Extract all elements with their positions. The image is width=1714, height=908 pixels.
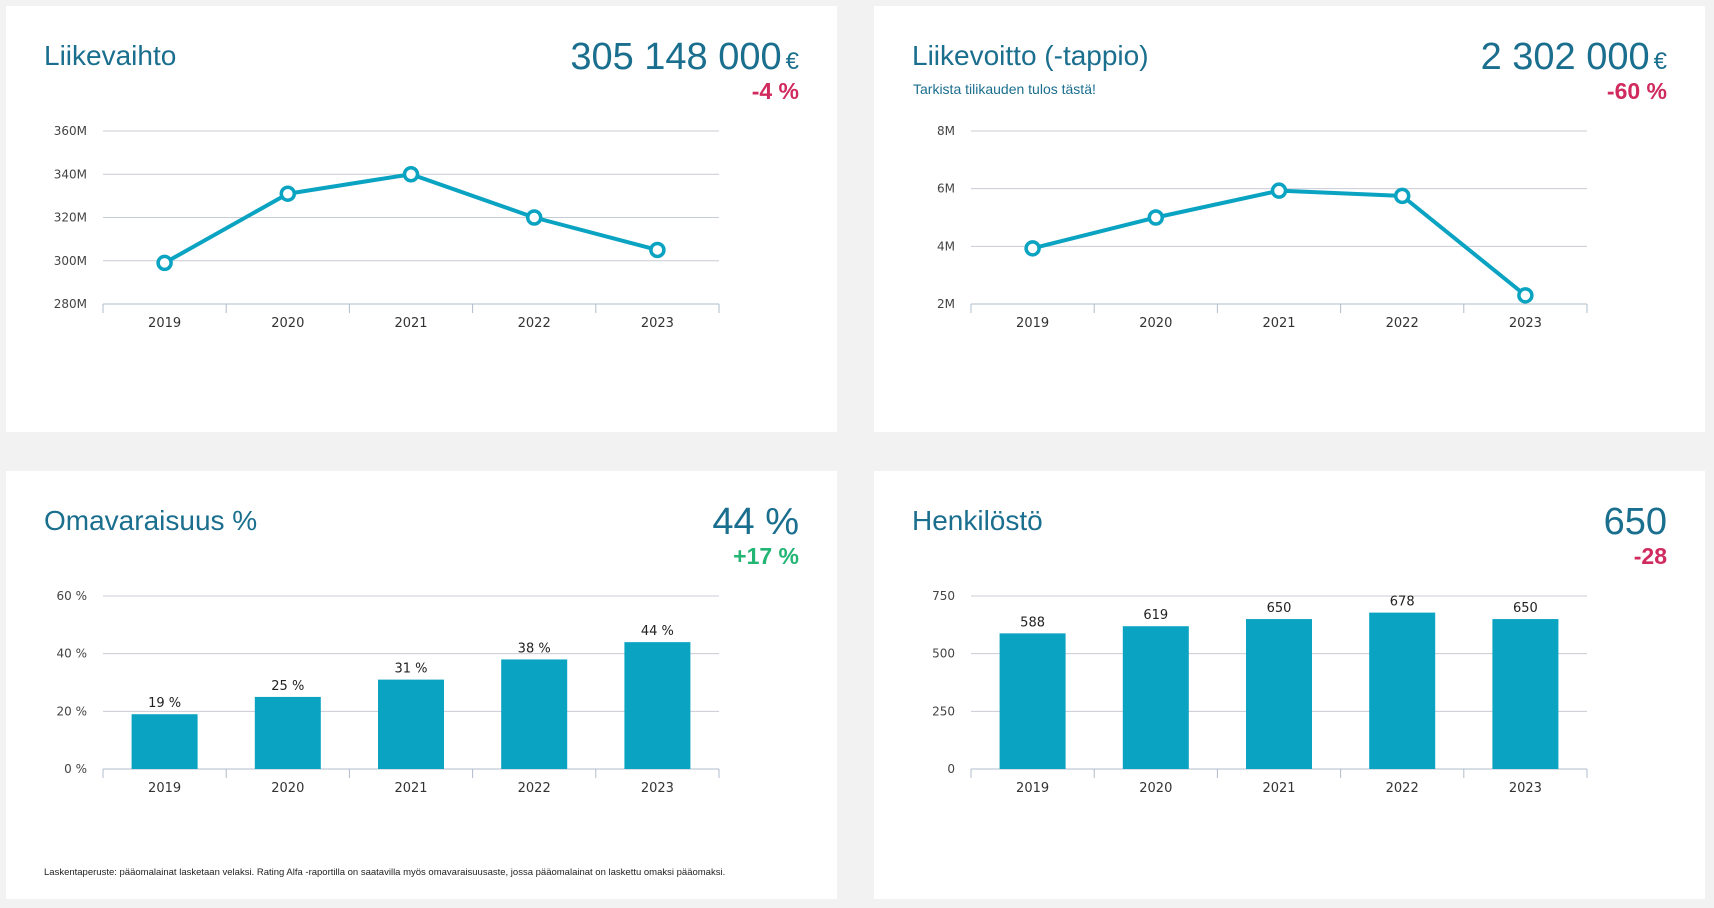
kpi-change: -28 [1633, 543, 1667, 569]
data-point [279, 185, 297, 202]
bar-value-label: 31 % [394, 662, 427, 677]
y-tick-label: 2M [937, 297, 955, 311]
kpi-unit: € [785, 48, 799, 75]
y-tick-label: 0 [947, 762, 955, 776]
x-tick-label: 2020 [271, 781, 304, 796]
x-tick-label: 2019 [148, 781, 181, 796]
kpi-value: 44 % [712, 501, 799, 543]
x-tick-label: 2019 [1016, 316, 1049, 331]
y-tick-label: 750 [932, 589, 955, 603]
series-line [1032, 188, 1527, 297]
data-point [1270, 182, 1288, 199]
bar-value-label: 650 [1267, 601, 1292, 616]
data-point [1024, 240, 1041, 257]
data-point [402, 166, 420, 183]
operating-profit-card: Liikevoitto (-tappio) Tarkista tilikaude… [874, 6, 1705, 432]
data-point [649, 241, 666, 259]
bar [999, 633, 1066, 769]
operating-profit-line-chart: 2M 4M 6M 8M 2019 2020 2021 2022 2023 [937, 124, 1588, 331]
equity-ratio-bar-chart: 0 % 20 % 40 % 60 % 2019 2020 2021 2022 2023 19 % 2… [57, 589, 720, 796]
y-tick-label: 60 % [57, 589, 88, 603]
y-tick-label: 20 % [57, 704, 88, 718]
kpi-value: 305 148 000 [570, 36, 782, 78]
x-tick-label: 2021 [394, 316, 427, 331]
y-tick-label: 6M [937, 182, 955, 196]
kpi-unit: € [1653, 48, 1667, 75]
card-title: Henkilöstö [912, 505, 1043, 536]
x-tick-label: 2023 [1509, 781, 1542, 796]
x-tick-label: 2020 [1139, 316, 1172, 331]
data-point [525, 209, 543, 226]
y-tick-label: 360M [54, 124, 87, 138]
x-tick-label: 2022 [518, 316, 551, 331]
data-point [1393, 187, 1411, 205]
x-tick-label: 2021 [1262, 316, 1295, 331]
bar [254, 696, 321, 769]
y-tick-label: 320M [54, 211, 87, 225]
x-tick-label: 2021 [394, 781, 427, 796]
kpi-block: 305 148 000 € -4 % [570, 36, 799, 104]
x-tick-label: 2023 [641, 781, 674, 796]
x-tick-label: 2019 [148, 316, 181, 331]
kpi-block: 44 % +17 % [712, 501, 799, 569]
y-tick-label: 8M [937, 124, 955, 138]
check-result-link[interactable]: Tarkista tilikauden tulos tästä! [913, 81, 1096, 97]
kpi-value: 2 302 000 [1480, 36, 1650, 78]
data-point [156, 254, 173, 272]
bar-value-label: 44 % [641, 624, 674, 639]
revenue-line-chart: 280M 300M 320M 340M 360M 2019 2020 2021 2022 2023 [54, 124, 720, 331]
kpi-change: -4 % [751, 78, 799, 104]
bar [1122, 626, 1189, 769]
series-line [163, 172, 658, 265]
x-tick-label: 2022 [1386, 781, 1419, 796]
bar-value-label: 588 [1020, 615, 1045, 630]
kpi-change: -60 % [1606, 78, 1667, 104]
y-tick-label: 340M [54, 167, 87, 181]
personnel-bar-chart: 0 250 500 750 2019 2020 2021 2022 2023 588 619 650 6… [932, 589, 1588, 796]
kpi-block: 650 -28 [1604, 501, 1667, 569]
y-tick-label: 40 % [57, 647, 88, 661]
x-tick-label: 2020 [1139, 781, 1172, 796]
bar-value-label: 650 [1513, 601, 1538, 616]
data-point [1147, 209, 1165, 226]
y-tick-label: 0 % [64, 762, 87, 776]
bar [1369, 612, 1436, 769]
bar [501, 659, 568, 769]
bar [378, 679, 444, 769]
card-title: Liikevaihto [44, 40, 177, 71]
bar [624, 642, 691, 769]
x-tick-label: 2023 [641, 316, 674, 331]
calculation-footnote: Laskentaperuste: pääomalainat lasketaan … [44, 867, 726, 878]
x-tick-label: 2023 [1509, 316, 1542, 331]
bar [1492, 619, 1559, 769]
x-tick-label: 2021 [1262, 781, 1295, 796]
x-tick-label: 2022 [1386, 316, 1419, 331]
data-point [1517, 287, 1534, 304]
kpi-value: 650 [1603, 501, 1667, 543]
y-tick-label: 500 [932, 647, 955, 661]
bar-value-label: 619 [1143, 608, 1168, 623]
card-title: Liikevoitto (-tappio) [912, 40, 1149, 71]
bar-value-label: 678 [1390, 595, 1415, 610]
revenue-card: Liikevaihto 305 148 000 € -4 % 280M 300M 32… [6, 6, 837, 432]
kpi-change: +17 % [733, 543, 799, 569]
kpi-block: 2 302 000 € -60 % [1481, 36, 1667, 104]
bar-value-label: 38 % [518, 641, 551, 656]
bar [131, 714, 198, 769]
bar-value-label: 25 % [271, 679, 304, 694]
card-title: Omavaraisuus % [44, 505, 258, 536]
y-tick-label: 300M [54, 254, 87, 268]
bar [1246, 619, 1312, 769]
x-tick-label: 2022 [518, 781, 551, 796]
equity-ratio-card: Omavaraisuus % 44 % +17 % 0 % 20 % 40 % 60 … [6, 471, 837, 899]
bar-value-label: 19 % [148, 696, 181, 711]
x-tick-label: 2020 [271, 316, 304, 331]
y-tick-label: 250 [932, 704, 955, 718]
x-tick-label: 2019 [1016, 781, 1049, 796]
y-tick-label: 4M [937, 239, 955, 253]
y-tick-label: 280M [54, 297, 87, 311]
personnel-card: Henkilöstö 650 -28 0 250 500 750 2019 2020 202… [874, 471, 1705, 899]
